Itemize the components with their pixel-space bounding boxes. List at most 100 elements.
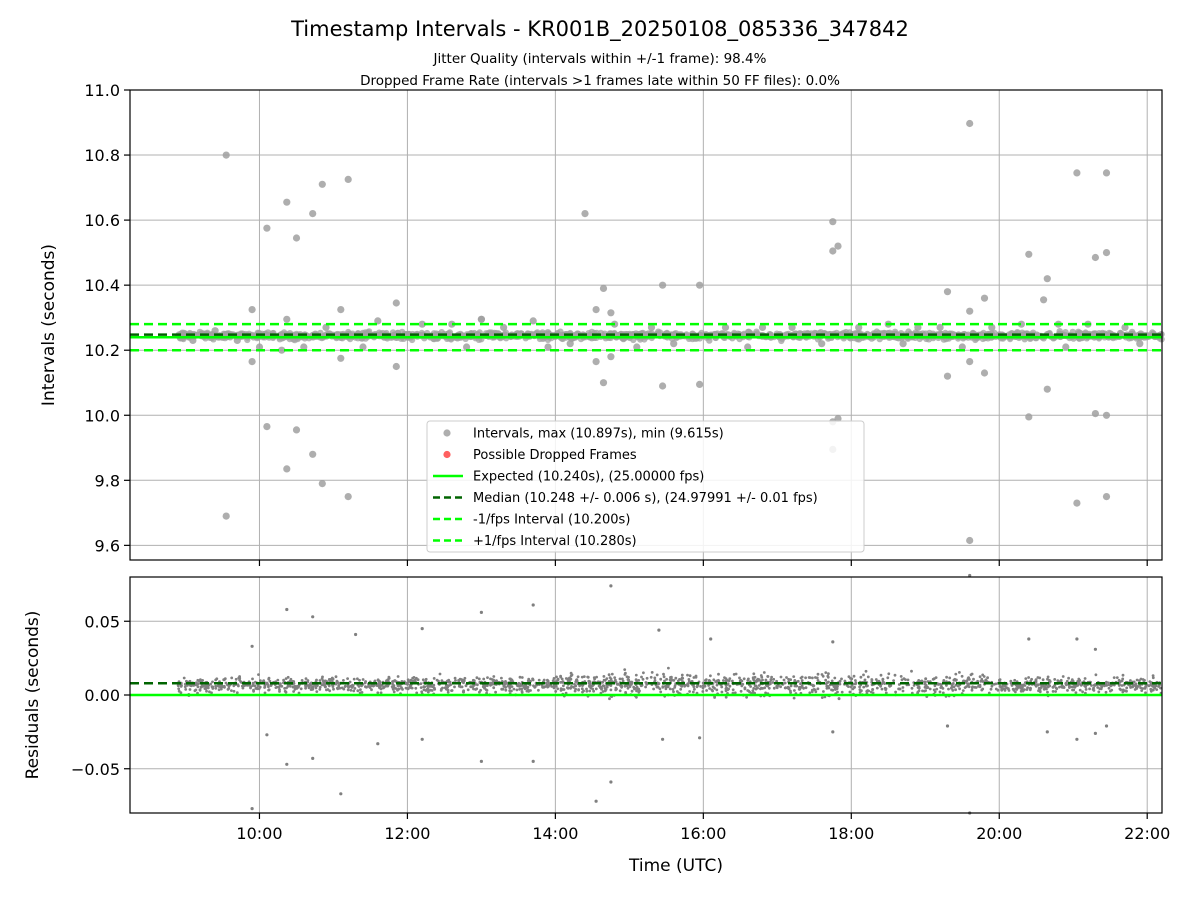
residual-point xyxy=(625,684,629,688)
x-tick-label: 16:00 xyxy=(680,824,726,843)
residual-point xyxy=(446,685,449,689)
residual-point xyxy=(1133,688,1137,691)
residual-point xyxy=(827,686,831,690)
residual-point xyxy=(662,672,665,676)
residual-outlier-point xyxy=(1045,730,1049,734)
residual-outlier-point xyxy=(285,607,289,612)
interval-outlier-point xyxy=(529,317,537,325)
residual-point xyxy=(1151,674,1155,677)
residual-point xyxy=(257,673,260,676)
residual-point xyxy=(871,688,874,691)
residual-point xyxy=(373,679,377,683)
residual-point xyxy=(249,686,252,690)
residual-point xyxy=(588,685,591,688)
interval-outlier-point xyxy=(670,340,678,348)
residual-point xyxy=(1110,688,1114,692)
residual-outlier-point xyxy=(250,807,254,811)
residual-point xyxy=(906,678,910,682)
residual-point xyxy=(477,677,481,681)
interval-outlier-point xyxy=(958,343,966,351)
residual-point xyxy=(694,675,698,679)
residual-point xyxy=(1118,687,1122,691)
residual-point xyxy=(610,672,614,676)
residual-outlier-point xyxy=(1075,637,1079,641)
residual-point xyxy=(637,687,641,691)
residual-point xyxy=(581,690,584,694)
residual-point xyxy=(475,687,479,691)
residual-point xyxy=(576,675,580,679)
residual-point xyxy=(1070,678,1074,682)
residual-outlier-point xyxy=(1104,724,1109,728)
residual-point xyxy=(751,677,755,681)
residual-point xyxy=(378,681,381,685)
residual-outlier-point xyxy=(311,615,315,619)
residual-point xyxy=(615,682,619,686)
residual-point xyxy=(670,675,673,679)
residual-outlier-point xyxy=(1093,731,1097,736)
residual-point xyxy=(555,675,558,679)
residuals-panel: 10:00 12:00 14:00 16:00 18:00 20:00 22:00 −0.05… xyxy=(23,573,1170,876)
residual-point xyxy=(1009,679,1013,683)
residual-point xyxy=(934,676,938,679)
residual-point xyxy=(783,681,787,685)
residual-point xyxy=(577,688,580,692)
residual-point xyxy=(552,684,556,688)
residual-point xyxy=(368,686,372,689)
residual-point xyxy=(972,677,975,681)
residual-point xyxy=(1152,685,1156,688)
x-tick-label: 22:00 xyxy=(1124,824,1170,843)
residual-point xyxy=(701,681,705,685)
residual-point xyxy=(838,682,842,686)
interval-outlier-point xyxy=(834,242,842,250)
residual-point xyxy=(184,688,188,691)
residual-point xyxy=(888,684,891,688)
residual-point xyxy=(479,688,482,692)
residual-point xyxy=(1048,684,1052,688)
residual-point xyxy=(394,687,398,690)
residual-point xyxy=(520,676,524,679)
residual-point xyxy=(286,675,290,679)
residual-point xyxy=(767,686,771,690)
interval-outlier-point xyxy=(1091,410,1099,418)
residual-point xyxy=(492,675,496,678)
dropped-frame-subtitle: Dropped Frame Rate (intervals >1 frames … xyxy=(360,73,840,89)
residual-point xyxy=(602,675,606,678)
residual-outlier-point xyxy=(250,644,254,648)
interval-outlier-point xyxy=(788,323,796,331)
residual-point xyxy=(1120,679,1124,683)
interval-outlier-point xyxy=(1102,411,1111,419)
interval-outlier-point xyxy=(278,346,286,354)
residuals-points xyxy=(250,573,1109,815)
residual-point xyxy=(568,676,571,680)
residual-point xyxy=(311,687,315,691)
residual-point xyxy=(990,684,994,688)
y-tick-label: 10.2 xyxy=(84,341,120,360)
residual-point xyxy=(566,678,570,682)
residual-point xyxy=(954,683,958,687)
residual-point xyxy=(884,687,888,691)
residual-point xyxy=(443,686,447,690)
residual-point xyxy=(269,684,273,687)
residual-point xyxy=(257,687,261,691)
residual-point xyxy=(410,686,414,690)
residual-point xyxy=(708,687,711,690)
residual-point xyxy=(672,679,676,682)
residual-point xyxy=(955,678,958,682)
residual-point xyxy=(1074,691,1078,694)
residual-point xyxy=(404,682,408,686)
interval-outlier-point xyxy=(659,281,667,289)
residual-point xyxy=(775,686,779,690)
residual-point xyxy=(376,679,380,682)
residual-point xyxy=(484,684,487,688)
residual-point xyxy=(982,675,986,678)
interval-outlier-point xyxy=(344,493,352,501)
residual-outlier-point xyxy=(339,792,343,796)
residual-point xyxy=(219,685,223,689)
residual-outlier-point xyxy=(661,737,665,741)
residual-point xyxy=(263,691,267,695)
residual-point xyxy=(457,684,461,688)
residual-point xyxy=(901,689,905,693)
interval-outlier-point xyxy=(566,340,574,348)
residual-point xyxy=(546,679,550,683)
residual-point xyxy=(703,684,707,688)
